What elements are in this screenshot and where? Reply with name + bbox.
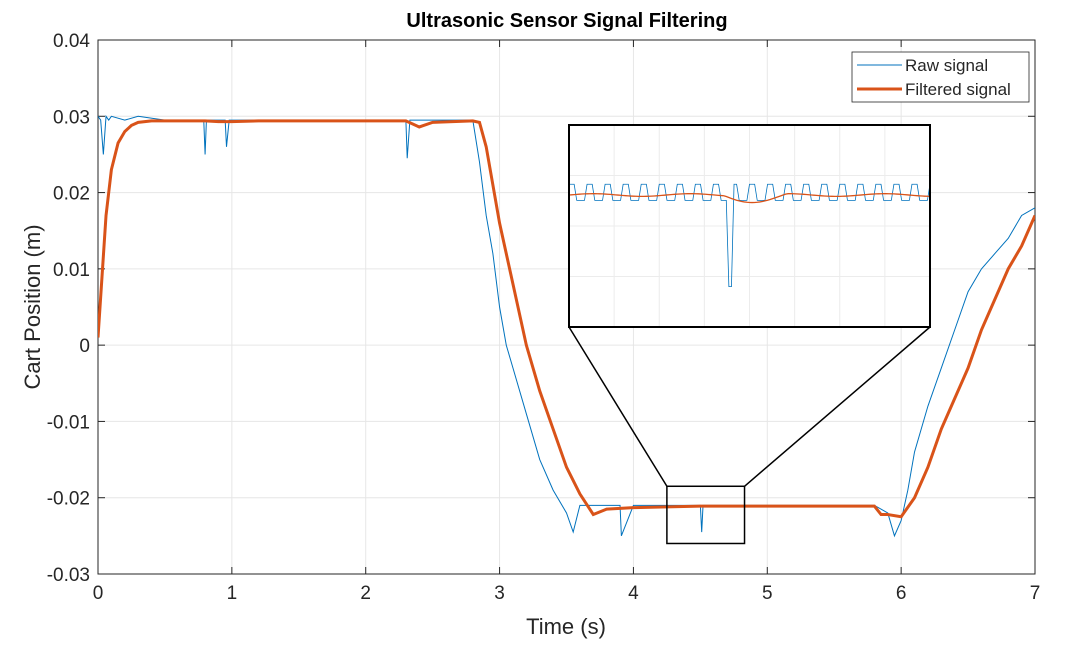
y-tick-label: 0.04: [53, 31, 90, 52]
legend-box: [851, 51, 1030, 103]
x-tick-label: 7: [1030, 583, 1041, 604]
x-tick-labels: 0 1 2 3 4 5 6 7: [93, 583, 1041, 604]
y-tick-label: -0.02: [47, 489, 90, 510]
chart-title: Ultrasonic Sensor Signal Filtering: [406, 10, 727, 32]
zoom-connector-left: [568, 326, 668, 487]
legend-raw-label: Raw signal: [905, 56, 988, 75]
legend-filtered-label: Filtered signal: [905, 80, 1011, 99]
x-tick-label: 2: [360, 583, 371, 604]
x-axis-label: Time (s): [526, 614, 606, 639]
x-tick-label: 1: [227, 583, 238, 604]
y-tick-label: -0.03: [47, 565, 90, 586]
inset-axes: [568, 124, 931, 328]
x-tick-label: 0: [93, 583, 104, 604]
raw-signal-line: [98, 114, 1035, 538]
zoom-source-box: [666, 485, 746, 545]
y-tick-label: 0.02: [53, 184, 90, 205]
x-tick-label: 3: [494, 583, 505, 604]
legend: Raw signal Filtered signal: [851, 51, 1030, 103]
ticks: [97, 39, 1036, 575]
y-tick-label: 0: [79, 336, 90, 357]
y-tick-label: 0.03: [53, 107, 90, 128]
inset-filtered-signal-line: [569, 193, 930, 204]
x-tick-label: 5: [762, 583, 773, 604]
y-tick-label: -0.01: [47, 412, 90, 433]
filtered-signal-line: [98, 119, 1035, 519]
plot-area-frame: [97, 39, 1036, 575]
y-tick-label: 0.01: [53, 260, 90, 281]
y-axis-label: Cart Position (m): [20, 224, 45, 389]
x-tick-label: 6: [896, 583, 907, 604]
zoom-connector-right: [744, 326, 931, 487]
x-tick-label: 4: [628, 583, 639, 604]
inset-raw-signal-line: [569, 183, 930, 287]
y-tick-labels: 0.04 0.03 0.02 0.01 0 -0.01 -0.02 -0.03: [47, 31, 91, 586]
